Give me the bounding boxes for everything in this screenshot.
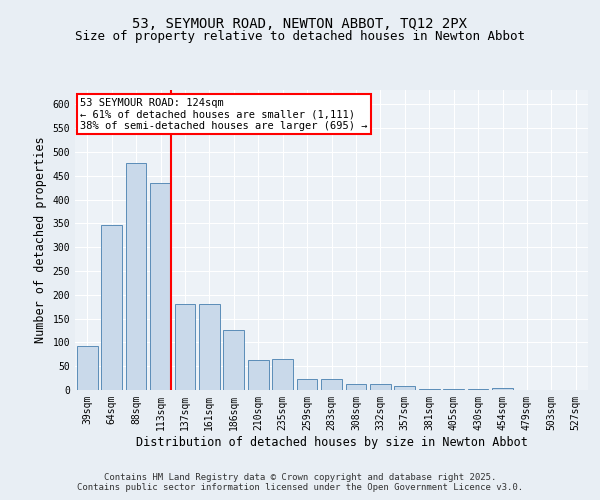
Bar bbox=[370, 384, 391, 390]
Bar bbox=[467, 389, 488, 390]
Bar bbox=[346, 384, 367, 390]
Bar bbox=[125, 163, 146, 390]
Text: 53 SEYMOUR ROAD: 124sqm
← 61% of detached houses are smaller (1,111)
38% of semi: 53 SEYMOUR ROAD: 124sqm ← 61% of detache… bbox=[80, 98, 368, 130]
Text: 53, SEYMOUR ROAD, NEWTON ABBOT, TQ12 2PX: 53, SEYMOUR ROAD, NEWTON ABBOT, TQ12 2PX bbox=[133, 18, 467, 32]
Bar bbox=[272, 359, 293, 390]
Bar bbox=[321, 379, 342, 390]
Bar bbox=[443, 389, 464, 390]
Text: Size of property relative to detached houses in Newton Abbot: Size of property relative to detached ho… bbox=[75, 30, 525, 43]
Bar bbox=[394, 386, 415, 390]
Bar bbox=[223, 330, 244, 390]
Text: Contains HM Land Registry data © Crown copyright and database right 2025.
Contai: Contains HM Land Registry data © Crown c… bbox=[77, 473, 523, 492]
Bar bbox=[175, 304, 196, 390]
Bar bbox=[101, 225, 122, 390]
Bar bbox=[248, 360, 269, 390]
Bar bbox=[199, 304, 220, 390]
Y-axis label: Number of detached properties: Number of detached properties bbox=[34, 136, 47, 344]
Bar bbox=[77, 346, 98, 390]
Bar bbox=[150, 183, 171, 390]
Bar bbox=[492, 388, 513, 390]
X-axis label: Distribution of detached houses by size in Newton Abbot: Distribution of detached houses by size … bbox=[136, 436, 527, 448]
Bar bbox=[296, 379, 317, 390]
Bar bbox=[419, 389, 440, 390]
